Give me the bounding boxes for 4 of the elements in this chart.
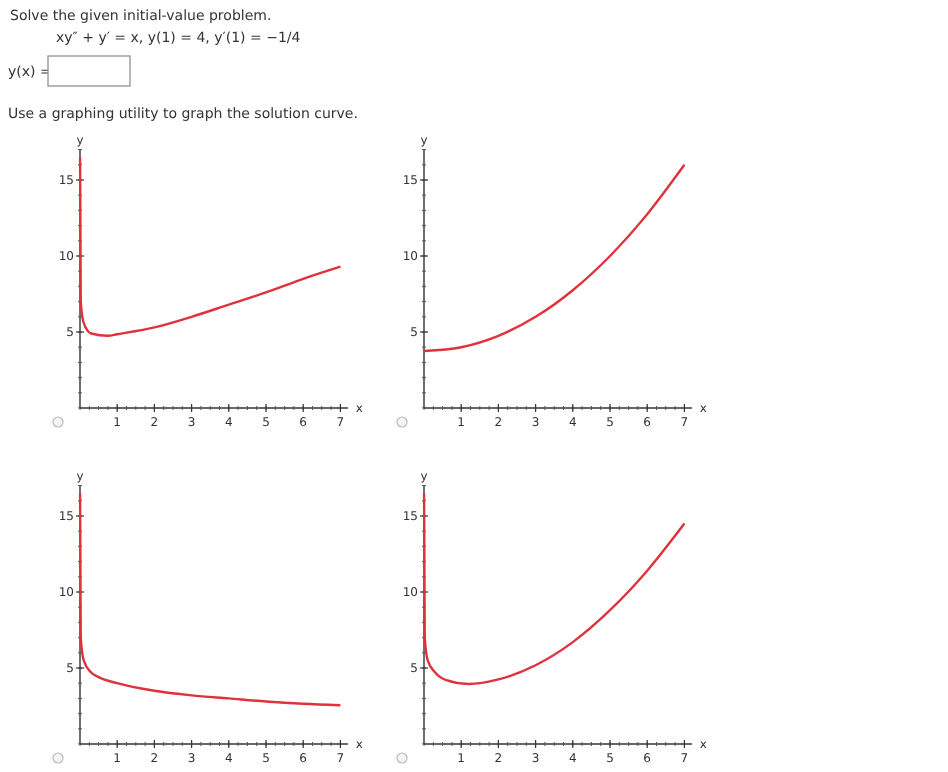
line-series: [78, 492, 342, 707]
line-series: [422, 163, 686, 353]
line-series: [78, 156, 342, 337]
line-series: [422, 492, 686, 686]
